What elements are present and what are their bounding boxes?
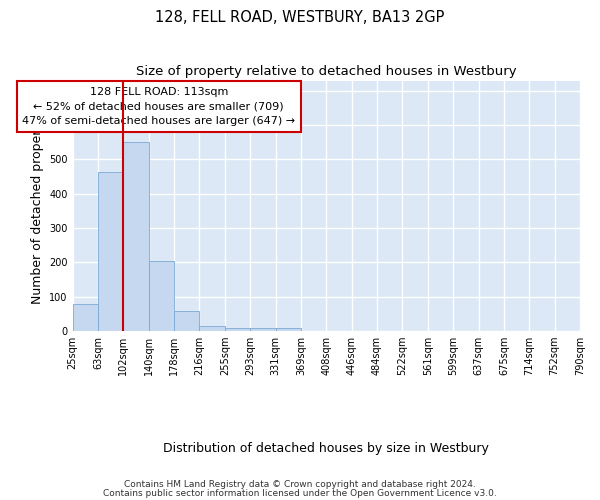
Text: 128 FELL ROAD: 113sqm
← 52% of detached houses are smaller (709)
47% of semi-det: 128 FELL ROAD: 113sqm ← 52% of detached … — [22, 87, 295, 126]
Y-axis label: Number of detached properties: Number of detached properties — [31, 108, 44, 304]
Text: Contains public sector information licensed under the Open Government Licence v3: Contains public sector information licen… — [103, 488, 497, 498]
Title: Size of property relative to detached houses in Westbury: Size of property relative to detached ho… — [136, 65, 517, 78]
Bar — [225, 328, 250, 331]
Bar — [250, 328, 275, 331]
Bar — [275, 328, 301, 331]
Bar — [199, 326, 225, 331]
Bar — [123, 142, 149, 331]
Text: Contains HM Land Registry data © Crown copyright and database right 2024.: Contains HM Land Registry data © Crown c… — [124, 480, 476, 489]
Bar — [174, 312, 199, 331]
Bar — [73, 304, 98, 331]
Text: 128, FELL ROAD, WESTBURY, BA13 2GP: 128, FELL ROAD, WESTBURY, BA13 2GP — [155, 10, 445, 25]
X-axis label: Distribution of detached houses by size in Westbury: Distribution of detached houses by size … — [163, 442, 489, 455]
Bar — [98, 172, 123, 331]
Bar — [149, 262, 174, 331]
